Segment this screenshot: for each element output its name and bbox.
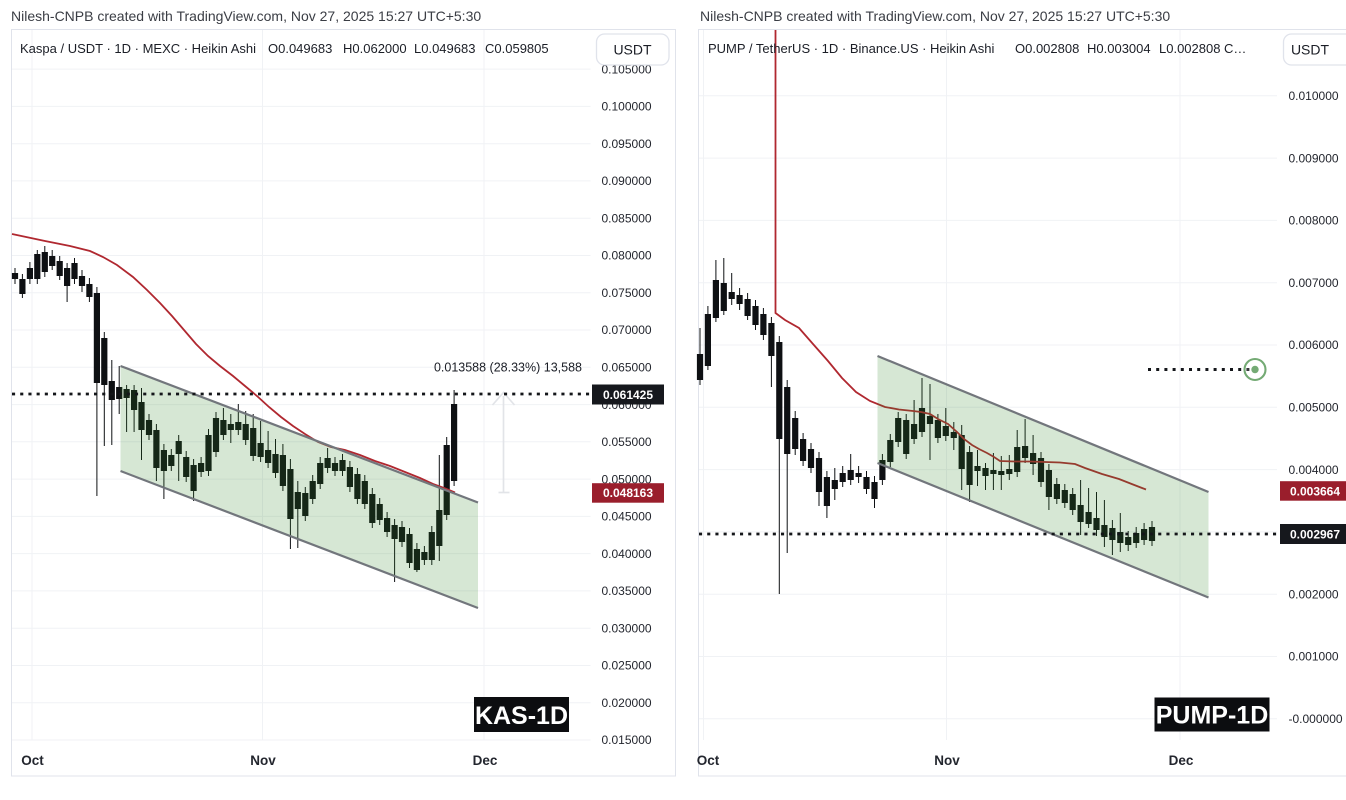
svg-text:0.040000: 0.040000: [602, 547, 652, 561]
svg-text:0.013588 (28.33%) 13,588: 0.013588 (28.33%) 13,588: [434, 361, 582, 375]
svg-text:H0.003004: H0.003004: [1087, 41, 1151, 56]
svg-text:0.105000: 0.105000: [602, 62, 652, 76]
svg-text:0.009000: 0.009000: [1289, 151, 1339, 165]
svg-text:0.006000: 0.006000: [1289, 338, 1339, 352]
svg-text:0.002967: 0.002967: [1290, 528, 1340, 542]
svg-text:0.045000: 0.045000: [602, 510, 652, 524]
svg-text:0.070000: 0.070000: [602, 323, 652, 337]
svg-text:Nilesh-CNPB created with Tradi: Nilesh-CNPB created with TradingView.com…: [700, 8, 1170, 24]
svg-text:USDT: USDT: [1291, 42, 1330, 58]
svg-text:0.004000: 0.004000: [1289, 463, 1339, 477]
svg-text:0.015000: 0.015000: [602, 733, 652, 747]
svg-text:0.080000: 0.080000: [602, 249, 652, 263]
svg-text:0.003664: 0.003664: [1290, 485, 1340, 499]
svg-text:0.090000: 0.090000: [602, 174, 652, 188]
svg-text:0.007000: 0.007000: [1289, 276, 1339, 290]
svg-text:0.008000: 0.008000: [1289, 214, 1339, 228]
svg-text:0.065000: 0.065000: [602, 361, 652, 375]
svg-text:0.100000: 0.100000: [602, 100, 652, 114]
svg-text:0.025000: 0.025000: [602, 659, 652, 673]
svg-text:L0.049683: L0.049683: [414, 41, 475, 56]
svg-text:0.020000: 0.020000: [602, 696, 652, 710]
svg-text:0.048163: 0.048163: [603, 486, 653, 500]
svg-text:H0.062000: H0.062000: [343, 41, 407, 56]
svg-text:L0.002808: L0.002808: [1159, 41, 1220, 56]
svg-text:0.001000: 0.001000: [1289, 650, 1339, 664]
svg-text:USDT: USDT: [613, 42, 652, 58]
svg-text:-0.000000: -0.000000: [1289, 712, 1343, 726]
svg-text:Oct: Oct: [21, 753, 44, 768]
svg-text:PUMP-1D: PUMP-1D: [1156, 702, 1269, 730]
svg-text:0.075000: 0.075000: [602, 286, 652, 300]
svg-text:0.061425: 0.061425: [603, 388, 653, 402]
svg-text:Kaspa / USDT · 1D · MEXC · Hei: Kaspa / USDT · 1D · MEXC · Heikin Ashi: [20, 41, 256, 56]
svg-text:O0.002808: O0.002808: [1015, 41, 1079, 56]
svg-text:C…: C…: [1224, 41, 1246, 56]
svg-text:0.085000: 0.085000: [602, 211, 652, 225]
svg-text:Dec: Dec: [1169, 753, 1194, 768]
svg-text:Nov: Nov: [250, 753, 276, 768]
svg-text:0.010000: 0.010000: [1289, 89, 1339, 103]
svg-text:Nov: Nov: [934, 753, 960, 768]
svg-text:O0.049683: O0.049683: [268, 41, 332, 56]
svg-text:C0.059805: C0.059805: [485, 41, 549, 56]
svg-text:Oct: Oct: [697, 753, 720, 768]
svg-text:0.005000: 0.005000: [1289, 401, 1339, 415]
svg-text:0.030000: 0.030000: [602, 621, 652, 635]
svg-text:0.050000: 0.050000: [602, 472, 652, 486]
svg-text:Nilesh-CNPB created with Tradi: Nilesh-CNPB created with TradingView.com…: [11, 8, 481, 24]
svg-text:0.002000: 0.002000: [1289, 587, 1339, 601]
svg-text:Dec: Dec: [473, 753, 498, 768]
svg-text:0.055000: 0.055000: [602, 435, 652, 449]
svg-text:PUMP / TetherUS · 1D · Binance: PUMP / TetherUS · 1D · Binance.US · Heik…: [708, 41, 994, 56]
svg-text:KAS-1D: KAS-1D: [475, 702, 568, 730]
svg-text:0.035000: 0.035000: [602, 584, 652, 598]
svg-text:0.095000: 0.095000: [602, 137, 652, 151]
